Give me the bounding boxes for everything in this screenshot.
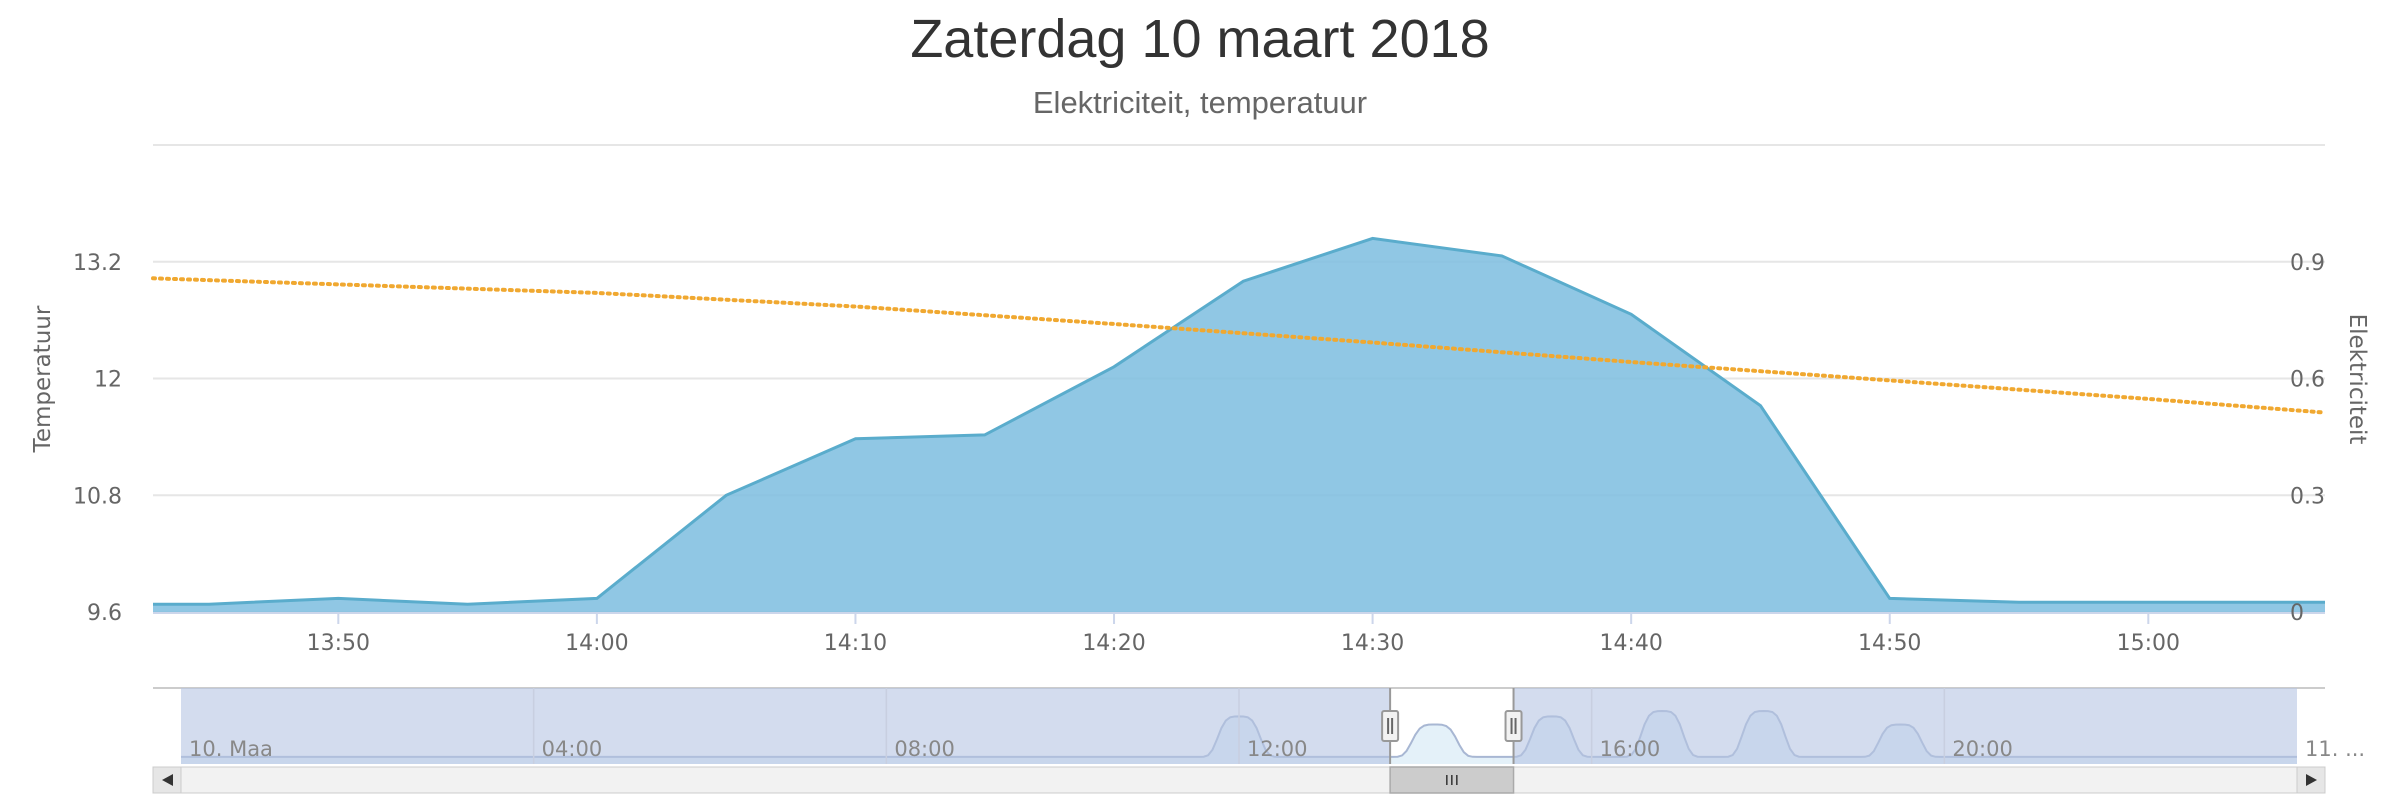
navigator-handle-left[interactable] <box>1381 710 1400 742</box>
y-axis-left-title: Temperatuur <box>30 305 56 453</box>
navigator[interactable]: 10. Maa 04:00 08:00 12:00 16:00 20:00 11. ... <box>152 687 2365 794</box>
navigator-tick-label: 10. Maa <box>189 737 273 761</box>
electricity-line[interactable] <box>153 236 2325 606</box>
navigator-tick-label: 12:00 <box>1247 737 1308 761</box>
handle-body[interactable] <box>1381 710 1400 742</box>
plot-area[interactable] <box>151 236 2327 612</box>
x-tick-label: 14:30 <box>1341 631 1404 656</box>
electricity-area[interactable] <box>153 238 2325 612</box>
x-tick-label: 13:50 <box>307 631 370 656</box>
y-left-tick-label: 9.6 <box>87 601 122 626</box>
scrollbar-track[interactable] <box>152 766 2326 794</box>
navigator-tick-label: 20:00 <box>1952 737 2013 761</box>
x-axis: 13:50 14:00 14:10 14:20 14:30 14:40 14:50 15:00 <box>153 612 2325 656</box>
x-tick-label: 15:00 <box>2117 631 2180 656</box>
y-left-tick-label: 10.8 <box>73 484 122 509</box>
scrollbar-thumb[interactable] <box>1389 766 1515 794</box>
handle-body[interactable] <box>1504 710 1523 742</box>
navigator-tick-label: 11. ... <box>2305 737 2365 761</box>
x-tick-label: 14:00 <box>565 631 628 656</box>
y-right-tick-label: 0.9 <box>2290 251 2325 276</box>
y-left-tick-label: 12 <box>94 368 122 393</box>
arrow-left-icon <box>162 774 173 786</box>
y-axis-right-title: Elektriciteit <box>2344 314 2370 445</box>
scrollbar-left-button[interactable] <box>152 766 182 794</box>
navigator-mask-left[interactable] <box>181 688 1391 764</box>
navigator-tick-label: 04:00 <box>542 737 603 761</box>
navigator-handle-right[interactable] <box>1504 710 1523 742</box>
x-tick-label: 14:40 <box>1599 631 1662 656</box>
x-tick-label: 14:20 <box>1082 631 1145 656</box>
y-left-tick-label: 13.2 <box>73 251 122 276</box>
arrow-right-icon <box>2306 774 2317 786</box>
x-tick-label: 14:50 <box>1858 631 1921 656</box>
y-right-tick-label: 0 <box>2290 601 2304 626</box>
navigator-tick-label: 08:00 <box>894 737 955 761</box>
chart-title: Zaterdag 10 maart 2018 <box>910 9 1490 69</box>
scrollbar-right-button[interactable] <box>2296 766 2326 794</box>
y-right-tick-label: 0.3 <box>2290 484 2325 509</box>
y-axis-left: 9.6 10.8 12 13.2 <box>73 251 122 626</box>
y-right-tick-label: 0.6 <box>2290 368 2325 393</box>
y-axis-right: 0 0.3 0.6 0.9 <box>2290 251 2325 626</box>
navigator-mask-right[interactable] <box>1513 688 2297 764</box>
x-tick-label: 14:10 <box>824 631 887 656</box>
chart-subtitle: Elektriciteit, temperatuur <box>1032 85 1368 120</box>
navigator-tick-label: 16:00 <box>1600 737 1661 761</box>
